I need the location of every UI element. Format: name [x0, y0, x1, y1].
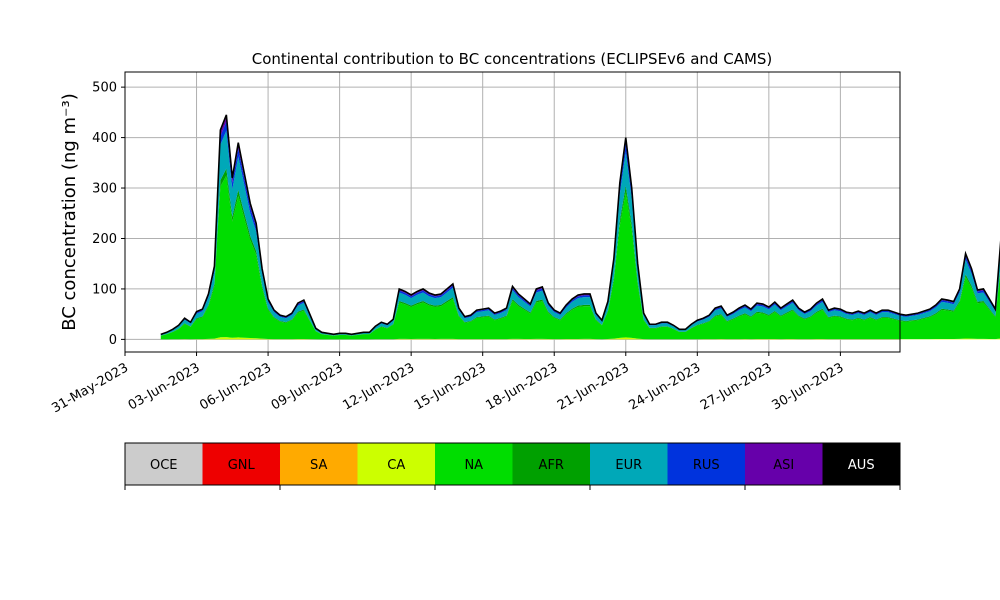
legend-swatch-aus — [822, 443, 900, 485]
legend-swatch-sa — [280, 443, 358, 485]
y-tick-label: 200 — [92, 232, 117, 247]
x-tick-label: 09-Jun-2023 — [269, 360, 346, 413]
legend-swatch-ca — [357, 443, 435, 485]
legend-swatch-oce — [125, 443, 203, 485]
y-tick-label: 100 — [92, 282, 117, 297]
legend-label-afr: AFR — [539, 458, 564, 473]
plot-frame — [124, 71, 901, 353]
legend-swatch-asi — [745, 443, 823, 485]
y-tick-label: 300 — [92, 182, 117, 197]
legend-label-na: NA — [464, 458, 483, 473]
x-tick-label: 31-May-2023 — [49, 360, 131, 416]
legend-swatch-eur — [590, 443, 668, 485]
y-tick-label: 500 — [92, 81, 117, 96]
x-tick-label: 30-Jun-2023 — [770, 360, 847, 413]
legend-swatch-afr — [512, 443, 590, 485]
axes: 0 100 200 300 400 500 31-May-202303-Jun-202306… — [49, 71, 901, 416]
x-tick-label: 27-Jun-2023 — [698, 360, 775, 413]
legend-label-asi: ASI — [773, 458, 794, 473]
legend-swatch-na — [435, 443, 513, 485]
x-tick-label: 06-Jun-2023 — [197, 360, 274, 413]
total-line — [160, 114, 1000, 336]
x-tick-label: 12-Jun-2023 — [340, 360, 417, 413]
x-tick-label: 21-Jun-2023 — [555, 360, 632, 413]
legend-label-eur: EUR — [615, 458, 642, 473]
stacked-areas — [160, 114, 1000, 340]
series-area-ca — [160, 337, 1000, 340]
x-tick-label: 24-Jun-2023 — [626, 360, 703, 413]
legend-swatch-gnl — [202, 443, 280, 485]
x-tick-label: 03-Jun-2023 — [126, 360, 203, 413]
y-tick-label: 400 — [92, 131, 117, 146]
legend-label-rus: RUS — [693, 458, 720, 473]
legend-colorbar: OCE GNL SA CA NA AFR EUR RUS ASI AUS — [124, 442, 901, 490]
legend-label-gnl: GNL — [228, 458, 256, 473]
legend-swatch-rus — [667, 443, 745, 485]
legend-frame — [124, 442, 901, 486]
x-tick-label: 18-Jun-2023 — [483, 360, 560, 413]
legend-label-ca: CA — [387, 458, 405, 473]
legend-label-oce: OCE — [150, 458, 178, 473]
legend-label-aus: AUS — [848, 458, 875, 473]
y-tick-label: 0 — [109, 333, 117, 348]
chart-title: Continental contribution to BC concentra… — [252, 50, 773, 68]
series-area-na — [160, 175, 1000, 340]
x-tick-label: 15-Jun-2023 — [412, 360, 489, 413]
y-axis-label: BC concentration (ng m⁻³) — [59, 93, 80, 331]
legend-label-sa: SA — [310, 458, 327, 473]
